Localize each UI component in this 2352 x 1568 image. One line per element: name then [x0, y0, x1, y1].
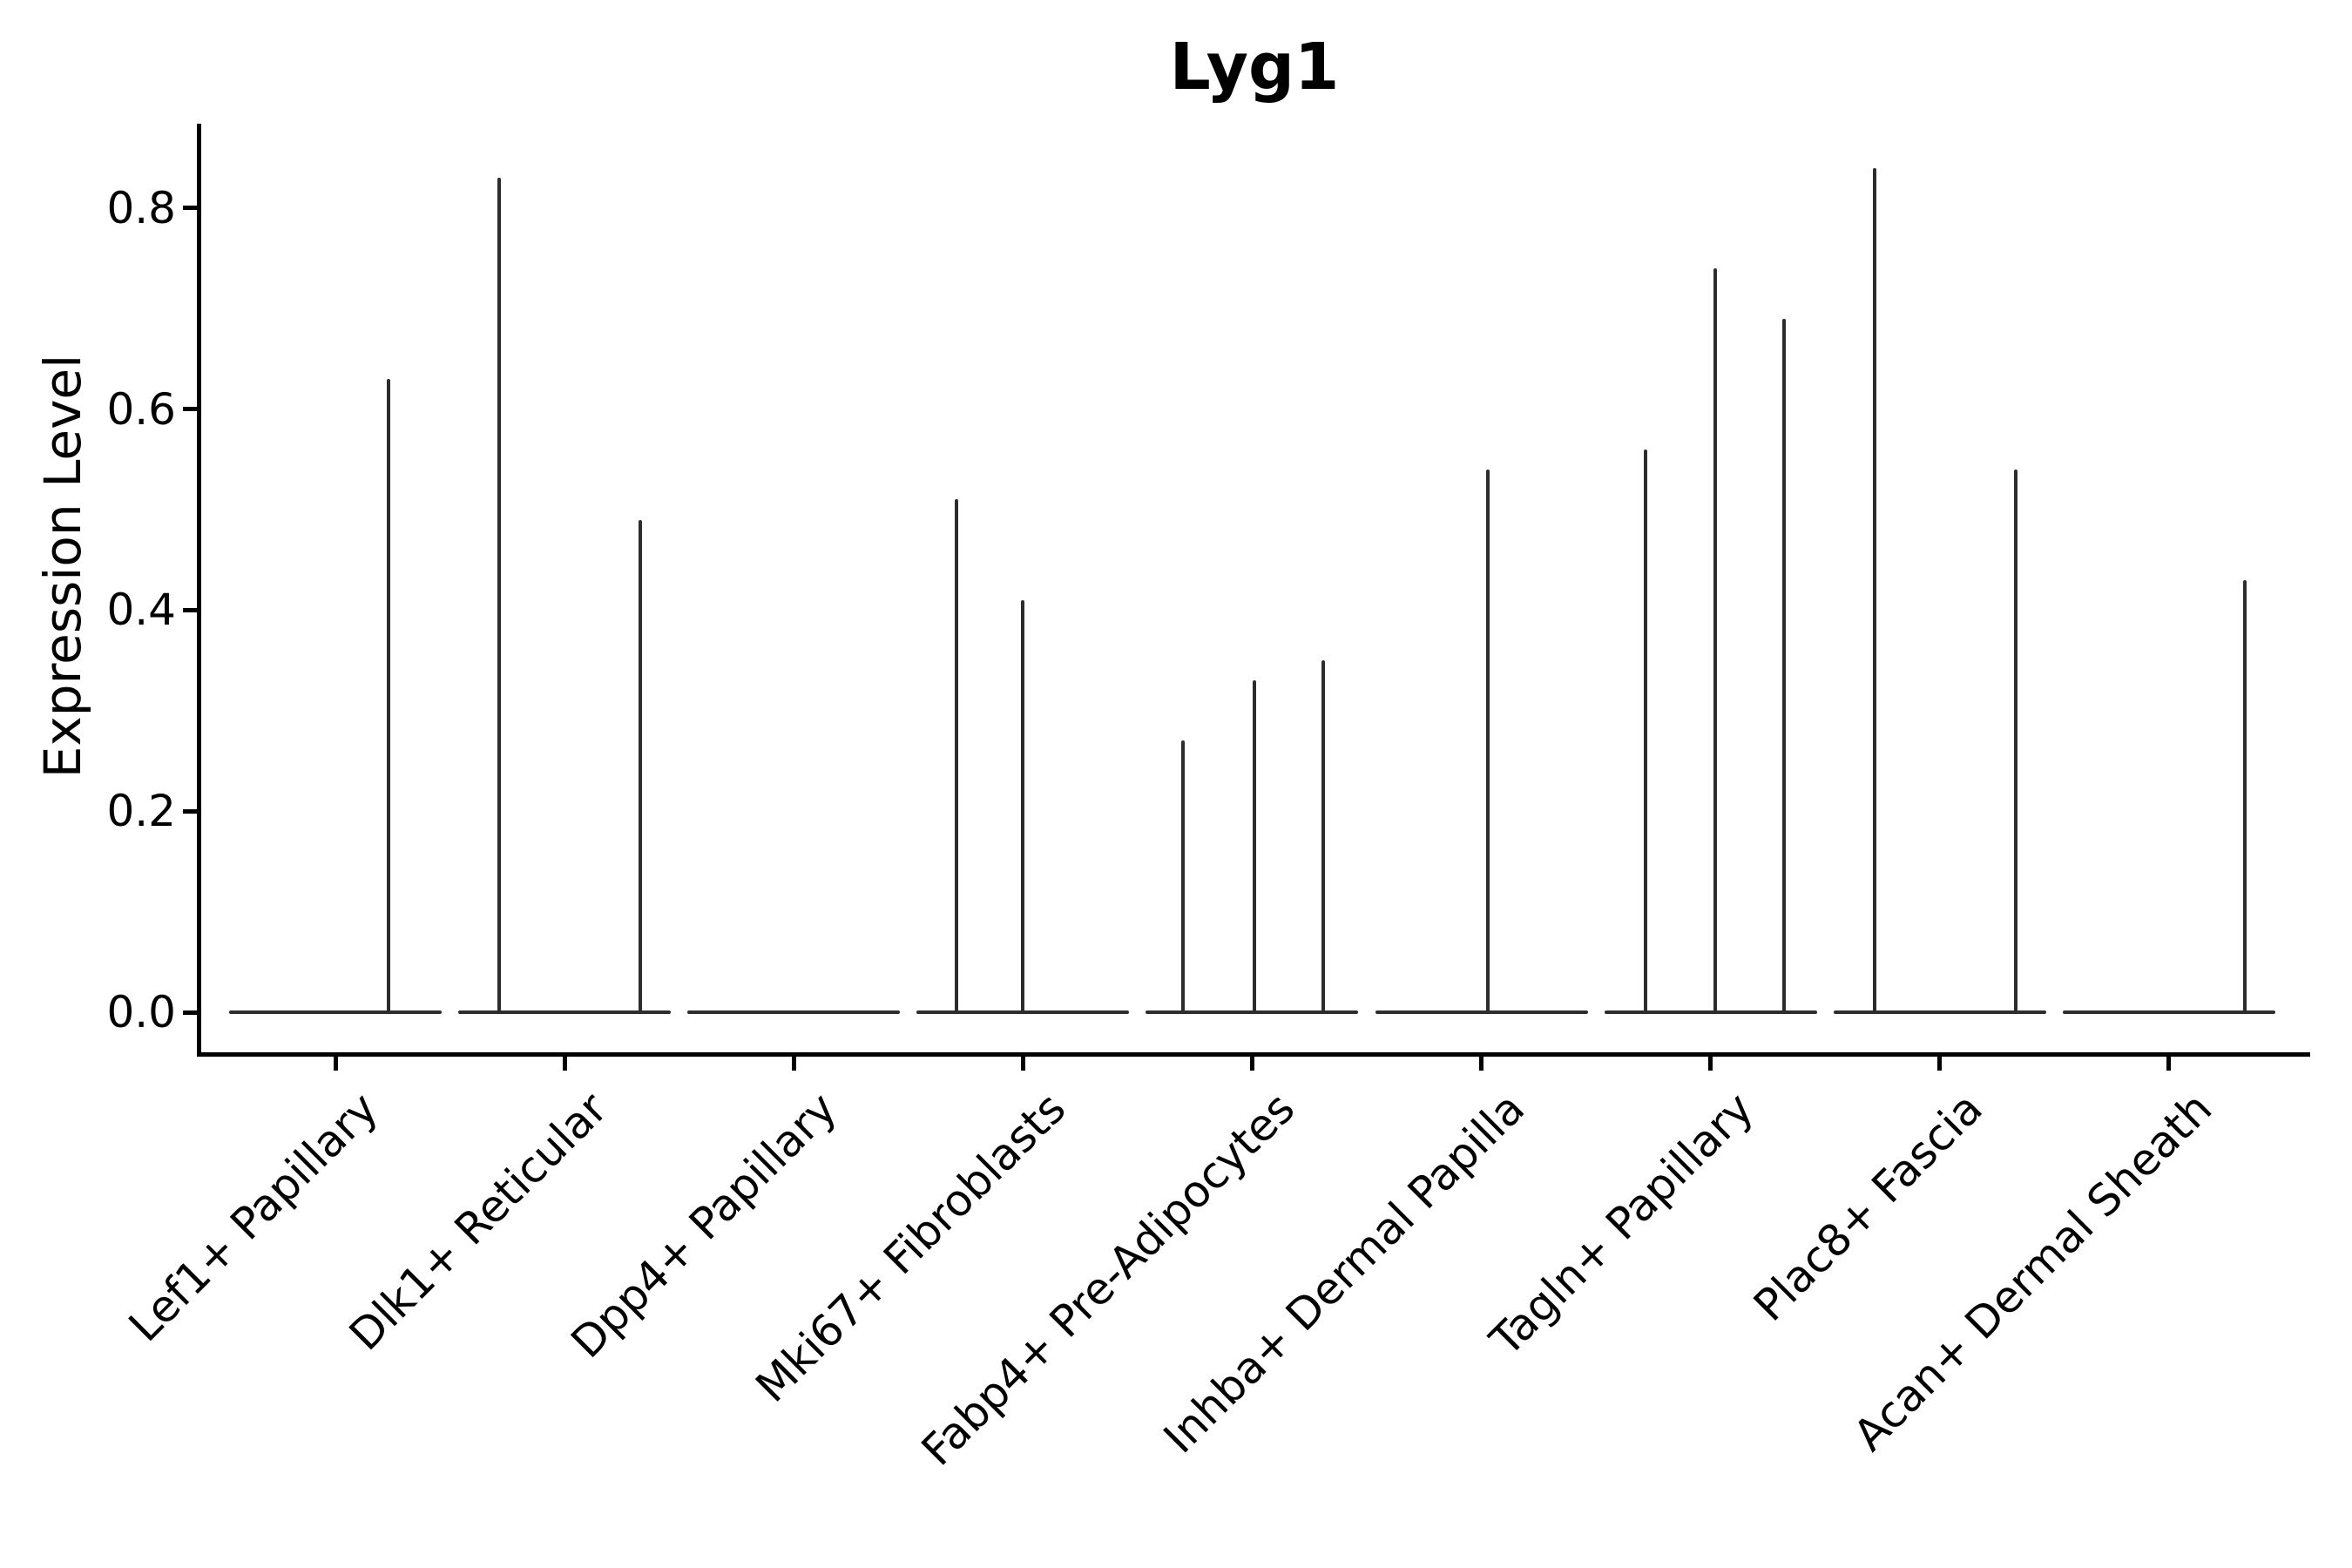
x-tick-mark [1937, 1056, 1943, 1071]
violin-spike [1253, 680, 1257, 1012]
y-tick-label: 0.2 [106, 786, 176, 837]
violin-spike [2242, 579, 2247, 1012]
x-axis-label: Plac8+ Fascia [1744, 1083, 1992, 1331]
y-axis-spine [196, 124, 201, 1057]
violin-spike [1872, 167, 1876, 1012]
violin-spike [1643, 449, 1647, 1012]
violin-spike [1713, 268, 1717, 1012]
violin-spike [1486, 469, 1490, 1012]
x-axis-label: Dlk1+ Reticular [340, 1083, 618, 1361]
y-tick-label: 0.6 [106, 383, 176, 435]
violin-baseline [2062, 1010, 2275, 1014]
y-tick-mark [182, 808, 197, 814]
x-axis-spine [196, 1051, 2310, 1057]
x-axis-label: Lef1+ Papillary [119, 1083, 389, 1352]
x-axis-label: Fabp4+ Pre-Adipocytes [912, 1083, 1305, 1476]
x-tick-mark [2166, 1056, 2172, 1071]
violin-baseline [687, 1010, 901, 1014]
violin-baseline [1604, 1010, 1817, 1014]
violin-baseline [1833, 1010, 2046, 1014]
x-tick-mark [1708, 1056, 1713, 1071]
violin-spike [1021, 599, 1025, 1012]
x-tick-mark [562, 1056, 567, 1071]
violin-spike [638, 519, 642, 1012]
plot-title: Lyg1 [1169, 30, 1340, 105]
violin-spike [1321, 660, 1325, 1012]
y-tick-label: 0.4 [106, 585, 176, 636]
violin-baseline [916, 1010, 1130, 1014]
violin-spike [1181, 740, 1186, 1012]
violin-baseline [229, 1010, 442, 1014]
violin-spike [386, 378, 390, 1012]
x-tick-mark [333, 1056, 338, 1071]
x-tick-mark [1020, 1056, 1025, 1071]
violin-spike [1781, 318, 1786, 1012]
y-tick-label: 0.0 [106, 987, 176, 1037]
y-tick-mark [182, 1010, 197, 1015]
violin-baseline [1375, 1010, 1588, 1014]
x-tick-mark [1249, 1056, 1254, 1071]
violin-spike [497, 178, 502, 1012]
y-tick-mark [182, 407, 197, 412]
y-tick-mark [182, 206, 197, 211]
violin-baseline [458, 1010, 672, 1014]
violin-baseline [1146, 1010, 1359, 1014]
x-tick-mark [1479, 1056, 1484, 1071]
y-tick-label: 0.8 [106, 182, 176, 233]
violin-spike [955, 499, 958, 1012]
violin-spike [2013, 469, 2017, 1012]
x-tick-mark [791, 1056, 796, 1071]
y-tick-mark [182, 607, 197, 612]
